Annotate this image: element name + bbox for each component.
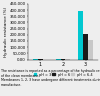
Y-axis label: Hydraulic resistance (%): Hydraulic resistance (%) xyxy=(4,7,8,57)
Bar xyxy=(56,59,60,60)
Bar xyxy=(60,59,66,60)
Legend: pH = 3, pH = 6, pH = 6.4: pH = 3, pH = 6, pH = 6.4 xyxy=(32,71,94,78)
Bar xyxy=(78,11,83,60)
Bar xyxy=(66,59,70,60)
Text: The resistance is reported as a percentage of the hydraulic resistance
of the cl: The resistance is reported as a percenta… xyxy=(1,69,100,87)
Bar xyxy=(83,34,88,60)
Bar xyxy=(88,40,93,60)
